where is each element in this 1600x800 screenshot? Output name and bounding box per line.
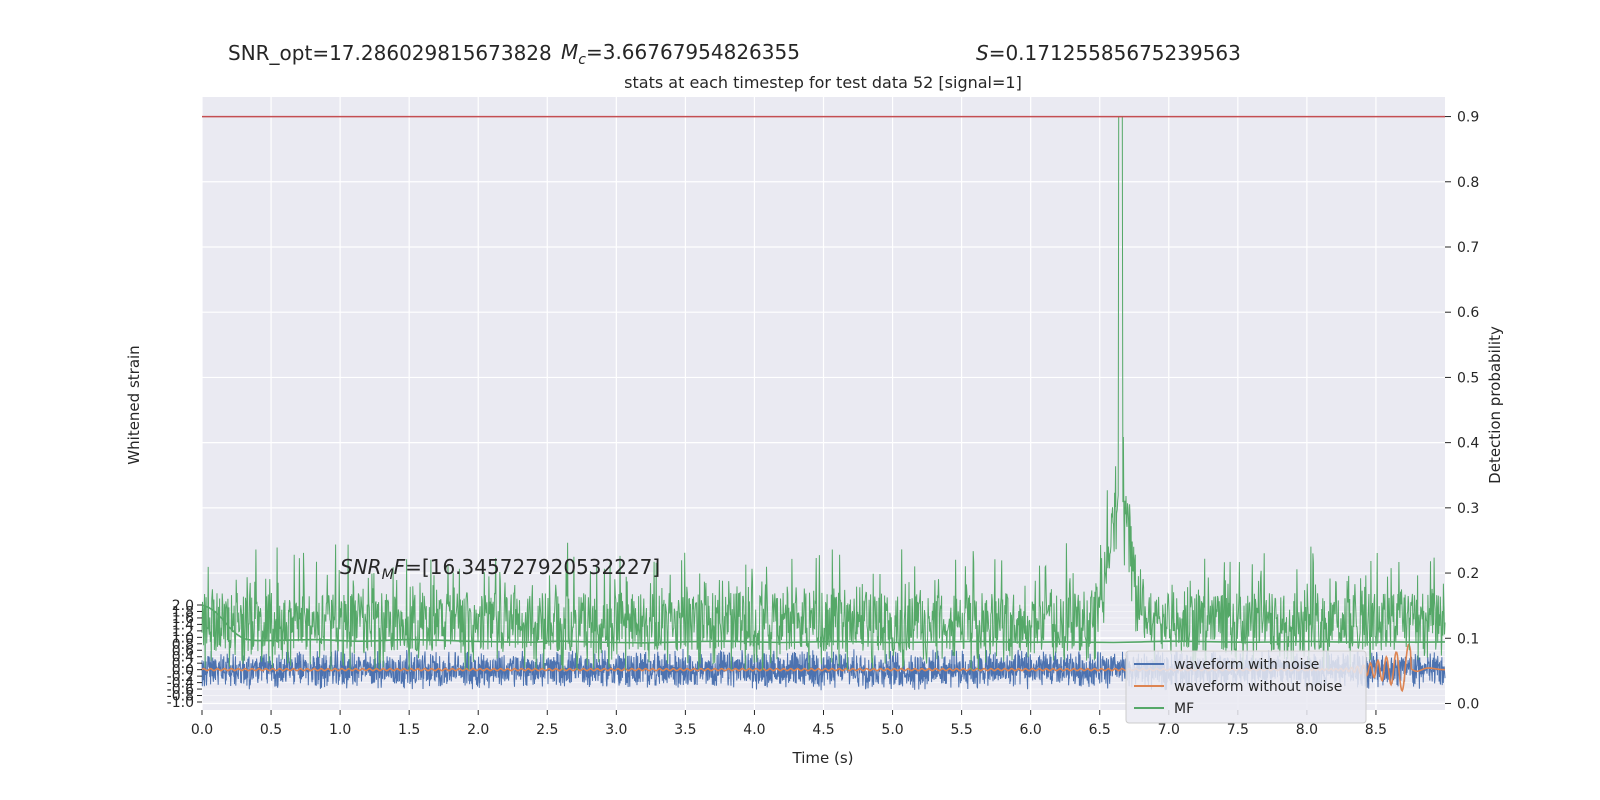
- left-axis-label: Whitened strain: [125, 345, 143, 464]
- chart-title: stats at each timestep for test data 52 …: [624, 73, 1022, 92]
- left-tick-label: 1.0: [172, 630, 194, 646]
- snr-mf-symbol: SNR: [340, 555, 382, 579]
- left-tick-label: 0.0: [172, 663, 194, 679]
- mc-symbol: M: [561, 40, 578, 64]
- left-tick-label: 2.0: [172, 598, 194, 614]
- right-tick-label: 0.2: [1457, 566, 1479, 582]
- left-ticks: -1.0-0.8-0.6-0.4-0.20.00.20.40.60.81.01.…: [167, 598, 202, 711]
- x-tick-label: 0.0: [191, 722, 213, 738]
- right-tick-label: 0.6: [1457, 305, 1479, 321]
- s-stat: S=0.17125585675239563: [976, 41, 1241, 65]
- left-tick-label: 0.6: [172, 643, 194, 659]
- x-tick-label: 7.0: [1158, 722, 1180, 738]
- left-tick-label: 1.2: [172, 624, 194, 640]
- x-tick-label: 1.5: [398, 722, 420, 738]
- x-tick-label: 7.5: [1227, 722, 1249, 738]
- left-tick-label: -0.2: [167, 669, 194, 685]
- x-tick-label: 2.5: [536, 722, 558, 738]
- right-tick-label: 0.1: [1457, 631, 1479, 647]
- right-tick-label: 0.0: [1457, 696, 1479, 712]
- left-tick-label: 0.4: [172, 650, 194, 666]
- left-tick-label: -0.6: [167, 682, 194, 698]
- legend-label-mf: MF: [1174, 701, 1194, 717]
- left-tick-label: 0.2: [172, 656, 194, 672]
- x-axis-label: Time (s): [792, 749, 854, 767]
- right-tick-label: 0.9: [1457, 110, 1479, 126]
- snr-mf-tail: F: [394, 555, 406, 579]
- probability-line: [201, 116, 1446, 671]
- mc-subscript: c: [578, 52, 586, 68]
- left-tick-label: 0.8: [172, 637, 194, 653]
- x-tick-label: 4.5: [812, 722, 834, 738]
- x-tick-label: 3.0: [605, 722, 627, 738]
- right-tick-label: 0.4: [1457, 436, 1479, 452]
- x-tick-label: 1.0: [329, 722, 351, 738]
- left-tick-label: 1.8: [172, 604, 194, 620]
- right-tick-label: 0.7: [1457, 240, 1479, 256]
- x-tick-label: 0.5: [260, 722, 282, 738]
- snr-mf-subscript: M: [382, 567, 394, 583]
- left-tick-label: 1.6: [172, 611, 194, 627]
- right-tick-label: 0.3: [1457, 501, 1479, 517]
- mc-value: =3.66767954826355: [586, 40, 800, 64]
- snr-mf-value: =[16.345727920532227]: [405, 555, 660, 579]
- right-tick-label: 0.8: [1457, 175, 1479, 191]
- right-axis-label: Detection probability: [1486, 326, 1504, 484]
- snr-mf-stat: SNRMF=[16.345727920532227]: [340, 555, 660, 583]
- left-tick-label: 1.4: [172, 617, 194, 633]
- x-ticks: 0.0 0.5 1.0 1.5 2.0 2.5 3.0 3.5 4.0 4.5 5.0 5.5 6.0 6…: [191, 710, 1387, 738]
- snr-opt-stat: SNR_opt=17.286029815673828: [228, 41, 552, 65]
- right-tick-label: 0.5: [1457, 370, 1479, 386]
- s-symbol: S: [976, 41, 989, 65]
- x-tick-label: 5.5: [950, 722, 972, 738]
- x-tick-label: 8.5: [1365, 722, 1387, 738]
- x-tick-label: 2.0: [467, 722, 489, 738]
- legend-box: [1125, 650, 1367, 724]
- x-tick-label: 5.0: [881, 722, 903, 738]
- x-tick-label: 3.5: [674, 722, 696, 738]
- left-tick-label: -1.0: [167, 695, 194, 711]
- x-tick-label: 6.0: [1020, 722, 1042, 738]
- x-tick-label: 6.5: [1089, 722, 1111, 738]
- x-tick-label: 4.0: [743, 722, 765, 738]
- right-ticks: 0.0 0.1 0.2 0.3 0.4 0.5 0.6 0.7 0.8 0.9: [1445, 110, 1479, 712]
- mc-stat: Mc=3.66767954826355: [561, 40, 800, 68]
- left-tick-label: -0.4: [167, 676, 194, 692]
- x-tick-label: 8.0: [1296, 722, 1318, 738]
- left-tick-label: -0.8: [167, 689, 194, 705]
- legend: waveform with noise waveform without noi…: [1125, 650, 1367, 724]
- legend-label-noise: waveform with noise: [1174, 657, 1319, 673]
- s-value: =0.17125585675239563: [989, 41, 1241, 65]
- legend-label-clean: waveform without noise: [1174, 679, 1342, 695]
